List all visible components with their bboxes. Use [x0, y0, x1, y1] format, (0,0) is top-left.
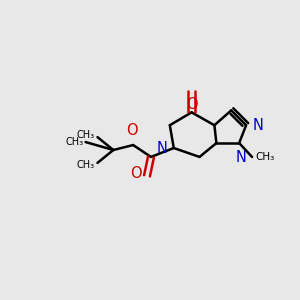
Text: N: N: [253, 118, 264, 133]
Text: N: N: [157, 140, 168, 155]
Text: CH₃: CH₃: [76, 130, 94, 140]
Text: O: O: [186, 98, 197, 112]
Text: O: O: [126, 123, 138, 138]
Text: CH₃: CH₃: [65, 137, 84, 147]
Text: CH₃: CH₃: [255, 152, 274, 162]
Text: CH₃: CH₃: [76, 160, 94, 170]
Text: N: N: [236, 150, 247, 165]
Text: O: O: [130, 166, 142, 181]
